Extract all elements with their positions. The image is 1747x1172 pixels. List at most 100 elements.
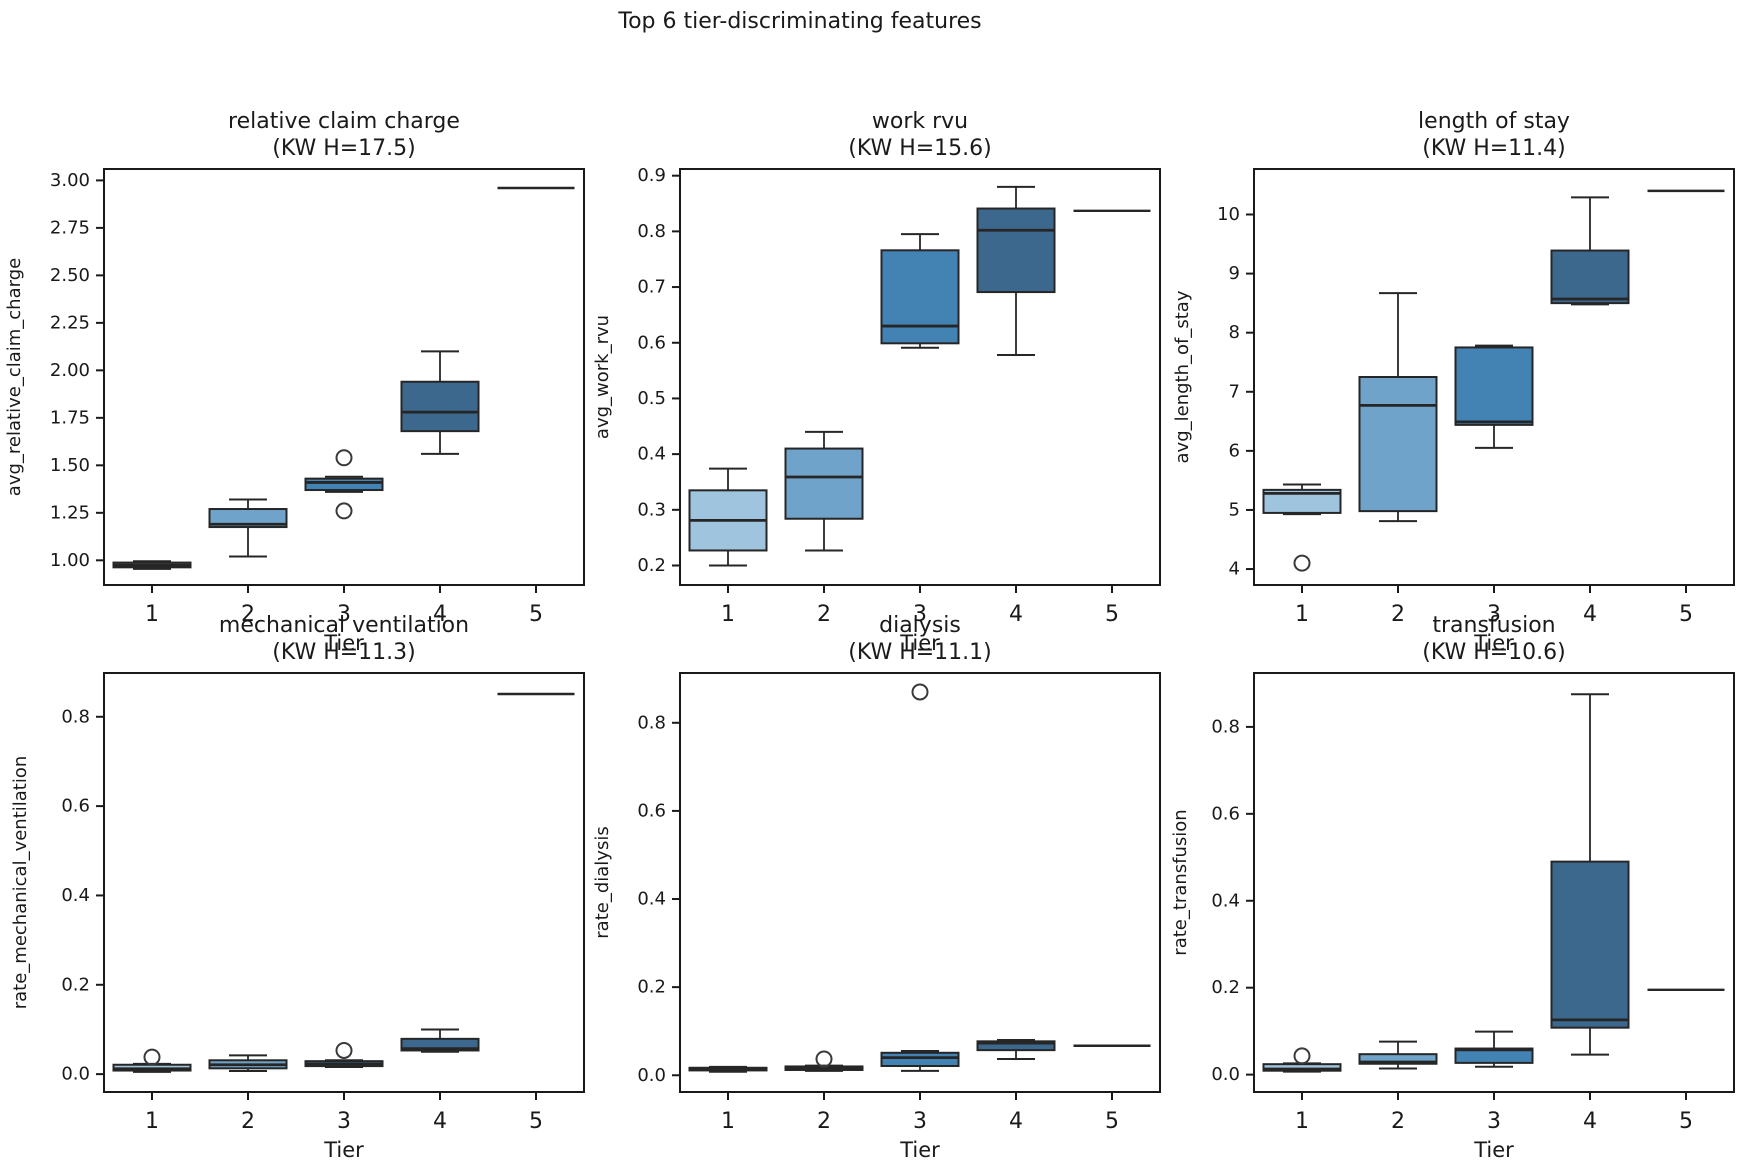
y-tick-label: 0.5: [637, 388, 666, 409]
x-tick-label: 4: [1009, 1109, 1023, 1134]
y-axis-label: avg_length_of_stay: [1172, 290, 1193, 463]
subplot-relative-claim-charge: relative claim charge(KW H=17.5) avg_rela…: [4, 109, 585, 655]
subplot-title: transfusion: [1432, 613, 1555, 638]
y-tick-label: 0.8: [637, 712, 666, 733]
x-tick-label: 3: [1487, 1109, 1501, 1134]
subplot-work-rvu: work rvu(KW H=15.6) avg_work_rvu Tier 0.2 0.…: [592, 109, 1161, 655]
subplot-title: length of stay: [1418, 109, 1570, 134]
x-tick-label: 5: [529, 1109, 543, 1134]
subplot-length-of-stay: length of stay(KW H=11.4) avg_length_of_s…: [1172, 109, 1735, 655]
x-tick-label: 1: [145, 1109, 159, 1134]
x-tick-label: 3: [337, 1109, 351, 1134]
subplot-title: mechanical ventilation: [219, 613, 469, 638]
x-tick-label: 5: [1679, 602, 1693, 627]
subplot-mechanical-ventilation: mechanical ventilation(KW H=11.3) rate_me…: [10, 613, 585, 1162]
y-tick-label: 0.2: [637, 555, 666, 576]
x-tick-label: 5: [1105, 602, 1119, 627]
subplot-title: work rvu: [872, 109, 968, 134]
subplot-kw-label: (KW H=11.1): [848, 640, 992, 665]
y-tick-label: 0.8: [637, 221, 666, 242]
subplot-kw-label: (KW H=11.4): [1422, 136, 1566, 161]
x-tick-label: 4: [433, 602, 447, 627]
x-tick-label: 2: [817, 602, 831, 627]
y-axis-label: avg_relative_claim_charge: [4, 258, 25, 496]
y-tick-label: 0.6: [61, 796, 90, 817]
y-tick-label: 2.00: [50, 360, 90, 381]
subplot-kw-label: (KW H=11.3): [272, 640, 416, 665]
y-tick-label: 6: [1229, 440, 1240, 461]
outlier-tier-2: [815, 1050, 833, 1068]
y-tick-label: 0.0: [61, 1064, 90, 1085]
outlier-tier-1: [1293, 1047, 1311, 1065]
box-tier-2: [1358, 1053, 1438, 1065]
y-tick-label: 2.50: [50, 265, 90, 286]
y-tick-label: 8: [1229, 322, 1240, 343]
x-tick-label: 2: [241, 602, 255, 627]
x-axis-label: Tier: [1473, 631, 1514, 655]
x-tick-label: 3: [1487, 602, 1501, 627]
y-tick-label: 0.9: [637, 165, 666, 186]
subplot-title: dialysis: [879, 613, 961, 638]
y-tick-label: 0.0: [637, 1065, 666, 1086]
box-tier-1: [1262, 488, 1342, 514]
axes-frame: [679, 672, 1161, 1093]
subplot-kw-label: (KW H=15.6): [848, 136, 992, 161]
y-tick-label: 4: [1229, 559, 1240, 580]
x-tick-label: 2: [241, 1109, 255, 1134]
y-tick-label: 0.3: [637, 499, 666, 520]
x-axis-label: Tier: [899, 1138, 940, 1162]
axes-frame: [103, 168, 585, 586]
x-tick-label: 3: [913, 602, 927, 627]
box-tier-3: [880, 249, 960, 345]
box-tier-4: [976, 1040, 1056, 1052]
box-tier-2: [208, 508, 288, 529]
y-axis-label: rate_mechanical_ventilation: [10, 756, 31, 1010]
y-tick-label: 0.4: [1211, 890, 1240, 911]
box-tier-2: [1358, 376, 1438, 513]
x-tick-label: 4: [1583, 1109, 1597, 1134]
y-tick-label: 0.4: [637, 444, 666, 465]
outlier-tier-3: [335, 502, 353, 520]
axes-frame: [103, 672, 585, 1093]
box-tier-4: [400, 1037, 480, 1052]
y-tick-label: 0.0: [1211, 1064, 1240, 1085]
y-tick-label: 2.25: [50, 312, 90, 333]
subplot-transfusion: transfusion(KW H=10.6) rate_transfusion Ti…: [1170, 613, 1735, 1162]
box-tier-4: [976, 207, 1056, 294]
y-tick-label: 0.8: [61, 706, 90, 727]
box-tier-3: [1454, 346, 1534, 426]
subplot-title: relative claim charge: [228, 109, 460, 134]
x-tick-label: 3: [913, 1109, 927, 1134]
x-tick-label: 4: [1009, 602, 1023, 627]
y-tick-label: 0.7: [637, 277, 666, 298]
y-tick-label: 3.00: [50, 170, 90, 191]
outlier-tier-1: [1293, 554, 1311, 572]
y-tick-label: 0.4: [61, 885, 90, 906]
y-tick-label: 9: [1229, 263, 1240, 284]
y-tick-label: 5: [1229, 499, 1240, 520]
x-tick-label: 4: [433, 1109, 447, 1134]
y-tick-label: 1.50: [50, 455, 90, 476]
x-tick-label: 2: [1391, 602, 1405, 627]
x-axis-label: Tier: [323, 1138, 364, 1162]
box-tier-2: [784, 447, 864, 520]
x-tick-label: 1: [1295, 602, 1309, 627]
box-tier-4: [1550, 249, 1630, 305]
y-axis-label: rate_transfusion: [1170, 809, 1191, 955]
x-tick-label: 2: [1391, 1109, 1405, 1134]
box-tier-4: [1550, 860, 1630, 1029]
y-tick-label: 1.75: [50, 407, 90, 428]
x-tick-label: 4: [1583, 602, 1597, 627]
y-tick-label: 0.4: [637, 889, 666, 910]
y-tick-label: 7: [1229, 381, 1240, 402]
x-tick-label: 1: [145, 602, 159, 627]
y-axis-label: avg_work_rvu: [592, 315, 613, 439]
x-axis-label: Tier: [1473, 1138, 1514, 1162]
x-tick-label: 1: [721, 1109, 735, 1134]
x-tick-label: 5: [1679, 1109, 1693, 1134]
box-tier-4: [400, 380, 480, 433]
outlier-tier-3: [335, 449, 353, 467]
axes-frame: [1253, 672, 1735, 1093]
x-tick-label: 1: [1295, 1109, 1309, 1134]
x-tick-label: 3: [337, 602, 351, 627]
